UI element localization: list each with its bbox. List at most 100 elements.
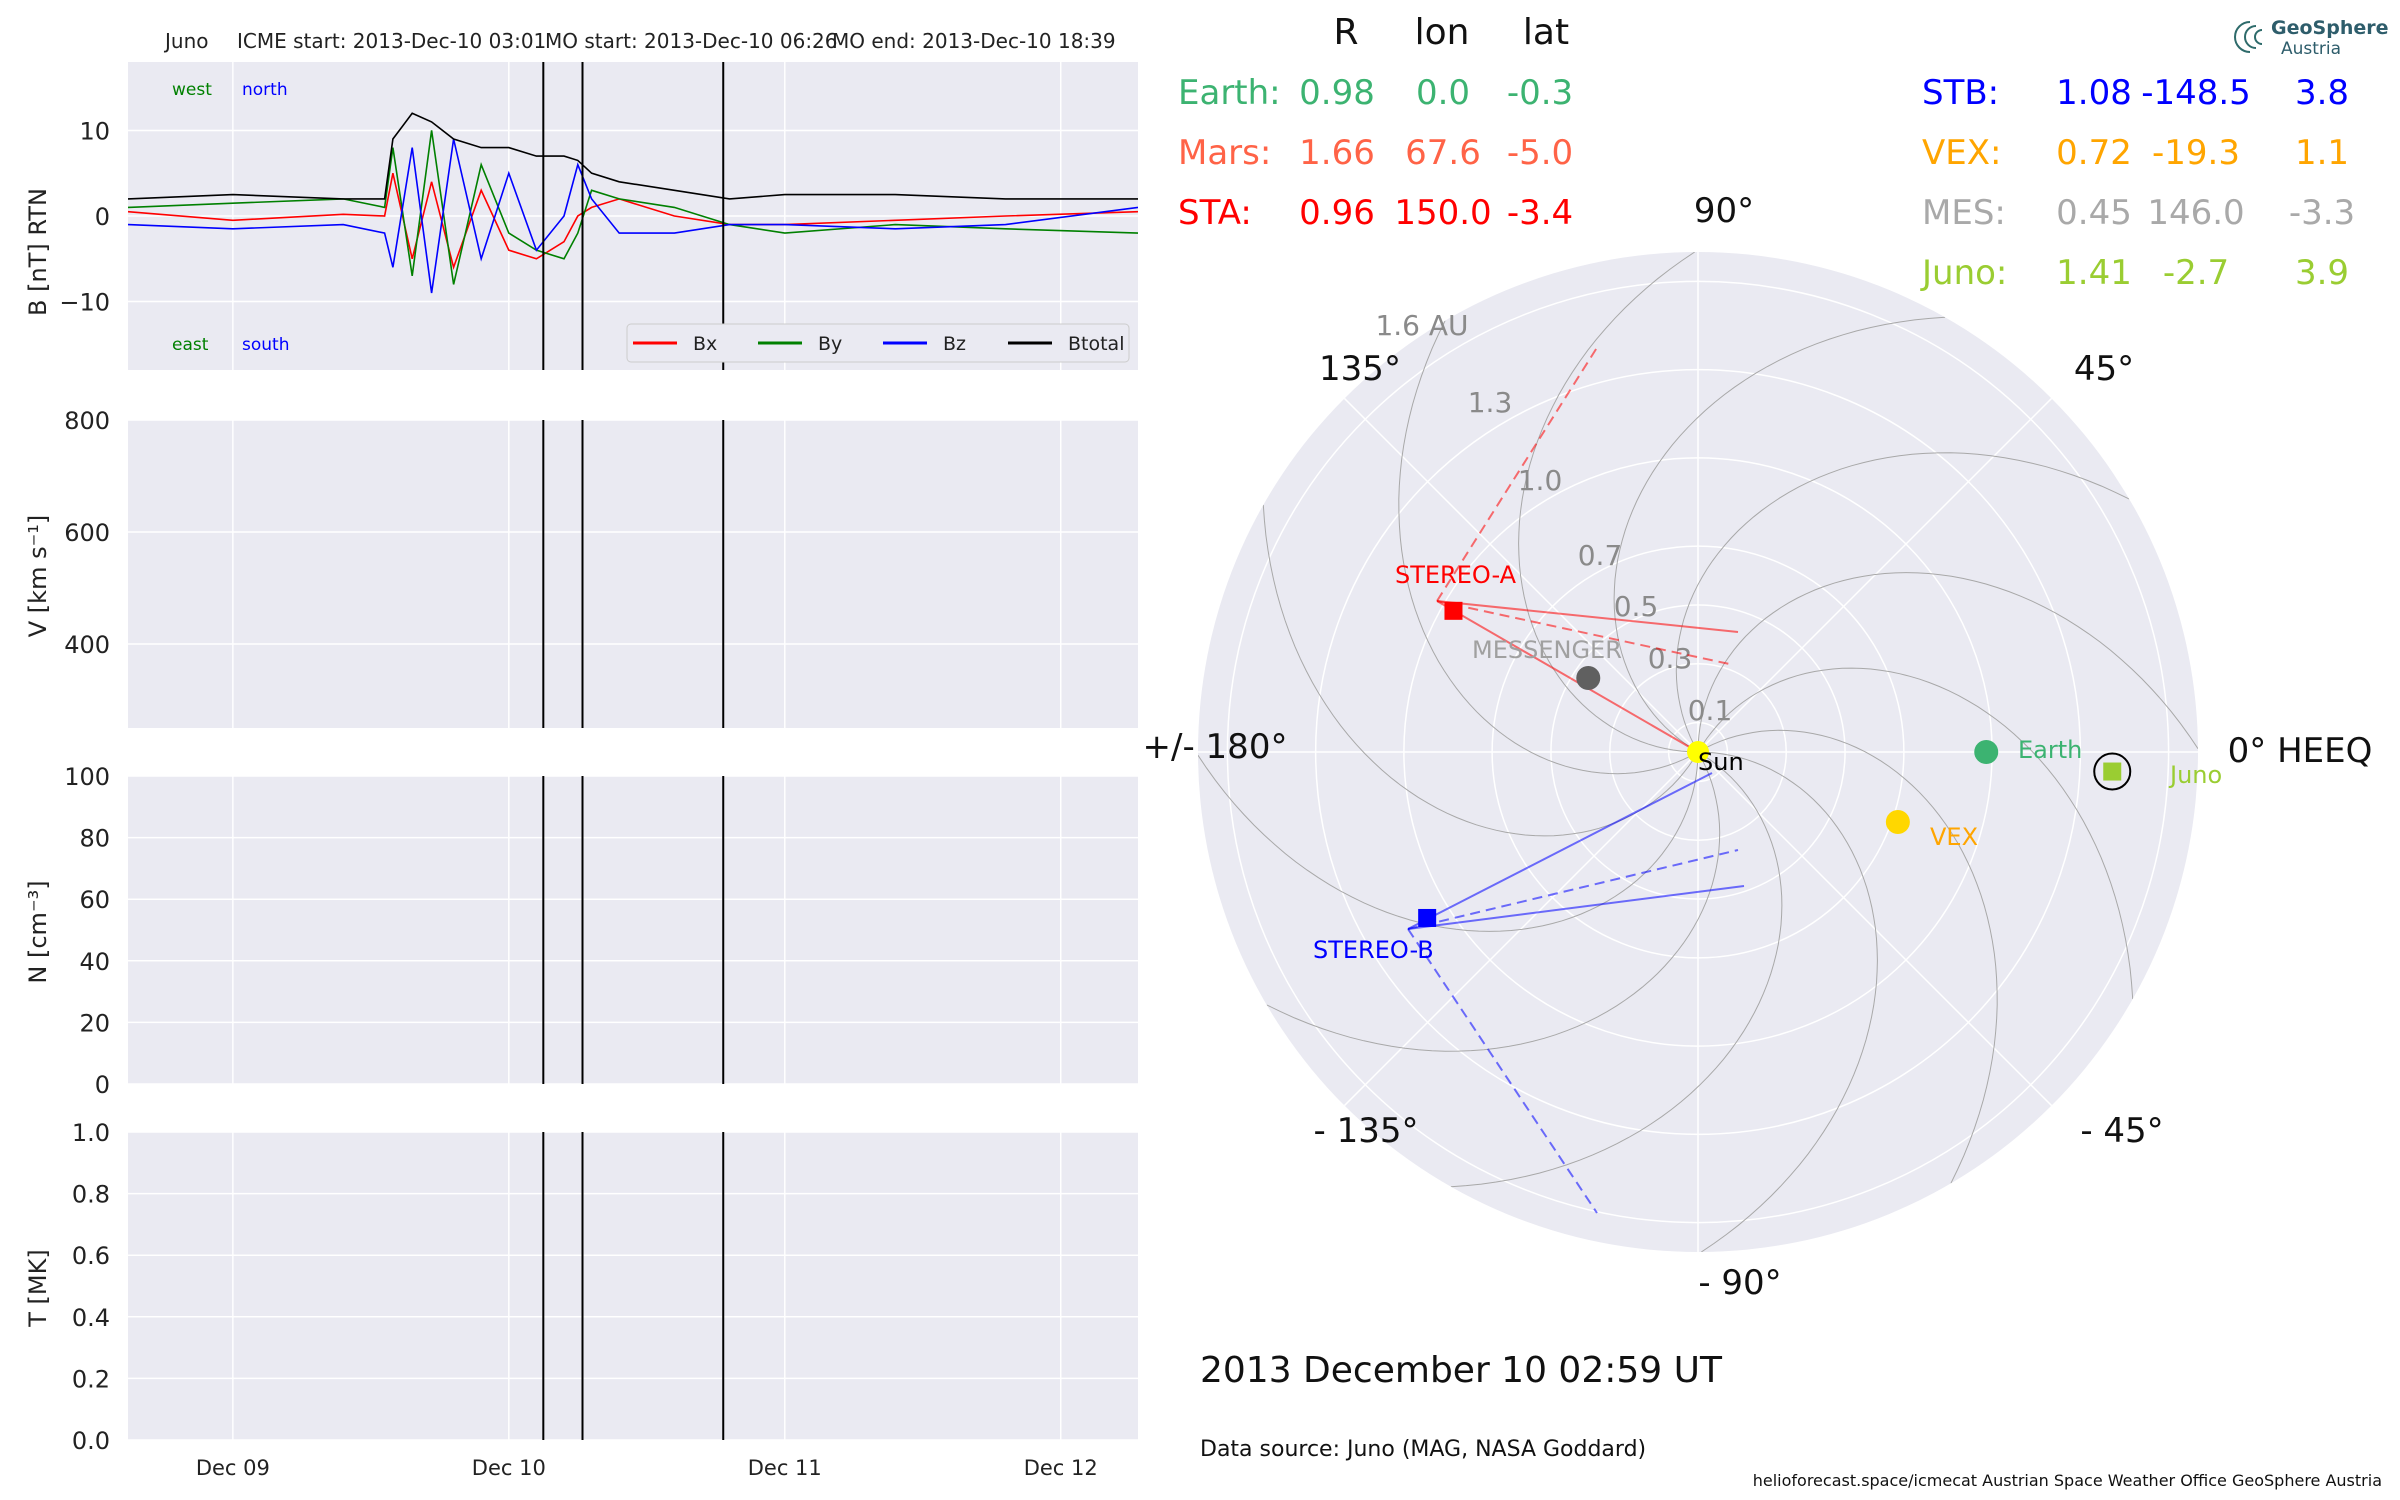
sta-sun-line xyxy=(1436,600,1699,753)
y-tick-label: 1.0 xyxy=(72,1119,110,1147)
table-right-label: STB: xyxy=(1922,73,1999,113)
legend-label-by: By xyxy=(818,333,842,355)
angle-label: 90° xyxy=(1694,191,1754,231)
parker-spiral-line xyxy=(1613,316,1946,753)
logo-line2: Austria xyxy=(2281,39,2341,59)
y-tick-label: 0.0 xyxy=(72,1427,110,1455)
data-source-label: Data source: Juno (MAG, NASA Goddard) xyxy=(1200,1437,1646,1462)
y-axis-label: T [MK] xyxy=(24,1249,52,1327)
stb-fov-line-dashed xyxy=(1407,849,1739,930)
y-tick-label: 0.4 xyxy=(72,1304,110,1332)
y-tick-label: 20 xyxy=(79,1009,110,1037)
angle-label: - 135° xyxy=(1314,1111,1419,1151)
table-header-lat: lat xyxy=(1523,12,1569,53)
marker-stereo-b xyxy=(1418,908,1437,927)
stb-connection-line xyxy=(1407,928,1598,1214)
radial-tick-label: 0.5 xyxy=(1614,590,1659,623)
direction-label-west: west xyxy=(172,80,212,100)
stb-sun-line xyxy=(1407,772,1713,930)
table-right-lat: -3.3 xyxy=(2289,193,2355,233)
y-axis-label: N [cm⁻³] xyxy=(24,880,52,983)
marker-sun xyxy=(1687,741,1709,763)
y-tick-label: 0 xyxy=(95,1071,110,1099)
parker-spiral-line xyxy=(1518,252,1699,753)
table-right-lat: 1.1 xyxy=(2295,133,2349,173)
parker-spiral-line xyxy=(1697,667,2134,1000)
table-left-lon: 67.6 xyxy=(1405,133,1481,173)
table-right-lon: -2.7 xyxy=(2163,253,2229,293)
polar-plot: 0.1 0.3 0.5 0.7 1.0 1.3 1.6 AU 0° HEEQ 90° 45° 135… xyxy=(1143,191,2373,1303)
radial-tick-label: 1.3 xyxy=(1468,386,1513,419)
geosphere-logo: GeoSphere Austria xyxy=(2234,17,2389,59)
y-tick-label: 100 xyxy=(64,763,110,791)
x-tick-label: Dec 12 xyxy=(1024,1456,1098,1480)
label-juno: Juno xyxy=(2168,761,2222,789)
parker-spiral-line xyxy=(1675,452,2130,753)
table-left-r: 0.96 xyxy=(1299,193,1375,233)
table-left-r: 1.66 xyxy=(1299,133,1375,173)
y-tick-label: −10 xyxy=(59,289,110,317)
y-tick-label: 600 xyxy=(64,519,110,547)
y-tick-label: 40 xyxy=(79,948,110,976)
parker-spiral-line xyxy=(1266,751,1721,1052)
panel-speed: 800 600 400 V [km s⁻¹] xyxy=(24,407,1138,728)
table-header-lon: lon xyxy=(1415,12,1470,53)
label-sun: Sun xyxy=(1698,748,1744,776)
marker-juno-ring xyxy=(2093,752,2132,791)
x-tick-label: Dec 10 xyxy=(472,1456,546,1480)
parker-spiral-line xyxy=(1697,572,2198,753)
radial-tick-label: 0.3 xyxy=(1648,642,1693,675)
y-tick-label: 0.2 xyxy=(72,1365,110,1393)
label-vex: VEX xyxy=(1930,823,1978,851)
table-right-r: 1.08 xyxy=(2056,73,2132,113)
y-tick-label: 0 xyxy=(95,203,110,231)
sta-fov-line xyxy=(1436,600,1739,633)
panel-background xyxy=(128,420,1138,728)
marker-juno xyxy=(2103,762,2122,781)
series-line-btotal xyxy=(128,112,1138,200)
y-tick-label: 800 xyxy=(64,407,110,435)
table-left-lon: 150.0 xyxy=(1394,193,1491,233)
x-tick-label: Dec 09 xyxy=(196,1456,270,1480)
table-right-r: 0.45 xyxy=(2056,193,2132,233)
panel-background xyxy=(128,776,1138,1084)
marker-messenger xyxy=(1576,665,1601,690)
radial-tick-label: 0.1 xyxy=(1688,694,1733,727)
table-right-lat: 3.8 xyxy=(2295,73,2349,113)
table-left-lon: 0.0 xyxy=(1416,73,1470,113)
y-tick-label: 0.6 xyxy=(72,1242,110,1270)
marker-earth xyxy=(1974,740,1999,764)
direction-label-north: north xyxy=(242,80,288,100)
parker-spiral-line xyxy=(1398,320,1699,775)
mo-end-label: MO end: 2013-Dec-10 18:39 xyxy=(832,29,1116,53)
table-right-lat: 3.9 xyxy=(2295,253,2349,293)
table-right-lon: -19.3 xyxy=(2152,133,2240,173)
direction-label-east: east xyxy=(172,335,209,355)
y-tick-label: 60 xyxy=(79,886,110,914)
legend: Bx By Bz Btotal xyxy=(626,323,1130,363)
table-left-lat: -3.4 xyxy=(1507,193,1573,233)
marker-vex xyxy=(1885,809,1910,834)
spacecraft-name: Juno xyxy=(163,29,209,53)
direction-label-south: south xyxy=(242,335,289,355)
footer-credits: helioforecast.space/icmecat Austrian Spa… xyxy=(1753,1471,2382,1490)
table-right-r: 0.72 xyxy=(2056,133,2132,173)
y-tick-label: 10 xyxy=(79,117,110,145)
y-tick-label: 0.8 xyxy=(72,1181,110,1209)
angle-label: 45° xyxy=(2074,349,2134,389)
parker-spiral-line xyxy=(1450,751,1783,1188)
legend-label-btotal: Btotal xyxy=(1068,333,1124,355)
radial-tick-label: 1.0 xyxy=(1518,464,1563,497)
radial-tick-label: 0.7 xyxy=(1578,539,1623,572)
table-left-label: STA: xyxy=(1178,193,1252,233)
table-header-r: R xyxy=(1333,12,1358,53)
sta-connection-line xyxy=(1436,345,1599,602)
table-right-label: MES: xyxy=(1922,193,2006,233)
stb-fov-line xyxy=(1407,885,1745,930)
legend-label-bx: Bx xyxy=(693,333,717,355)
panel-density: 100 80 60 40 20 0 N [cm⁻³] xyxy=(24,763,1138,1099)
date-label: 2013 December 10 02:59 UT xyxy=(1200,1350,1723,1391)
icme-start-label: ICME start: 2013-Dec-10 03:01 xyxy=(237,29,546,53)
